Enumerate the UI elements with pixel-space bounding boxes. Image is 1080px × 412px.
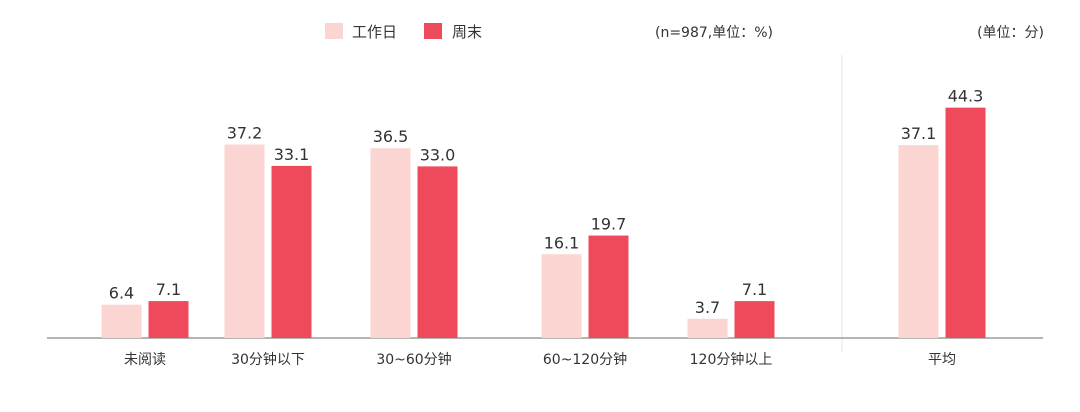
category-label-60~120分钟: 60~120分钟 <box>543 351 627 368</box>
value-label-weekend-120分钟以上: 7.1 <box>742 280 767 299</box>
category-label-30~60分钟: 30~60分钟 <box>376 351 451 368</box>
value-label-weekday-120分钟以上: 3.7 <box>695 298 720 317</box>
bar-weekday-30~60分钟 <box>370 148 411 338</box>
bars-layer <box>101 107 986 338</box>
value-label-weekend-平均: 44.3 <box>948 87 984 106</box>
value-label-weekday-30分钟以下: 37.2 <box>227 124 263 143</box>
legend-weekend-swatch <box>424 23 442 39</box>
bar-weekday-未阅读 <box>101 304 142 338</box>
bar-weekend-60~120分钟 <box>588 235 629 338</box>
value-label-weekend-30~60分钟: 33.0 <box>420 145 456 164</box>
value-label-weekday-60~120分钟: 16.1 <box>544 233 580 252</box>
category-labels-layer: 未阅读 30分钟以下 30~60分钟 60~120分钟 120分钟以上 平均 <box>124 351 956 368</box>
bar-weekend-平均 <box>945 107 986 338</box>
value-label-weekday-未阅读: 6.4 <box>109 284 134 303</box>
bar-weekend-30~60分钟 <box>417 166 458 338</box>
category-label-平均: 平均 <box>928 352 956 368</box>
bar-weekday-平均 <box>898 145 939 338</box>
unit-note-percent: (n=987,单位：%) <box>655 25 773 41</box>
legend-weekday-swatch <box>325 23 343 39</box>
bar-weekday-120分钟以上 <box>687 318 728 338</box>
value-label-weekend-30分钟以下: 33.1 <box>274 145 310 164</box>
bar-weekday-30分钟以下 <box>224 144 265 338</box>
category-label-30分钟以下: 30分钟以下 <box>231 351 305 368</box>
legend-weekday-label: 工作日 <box>352 23 397 41</box>
bar-weekend-30分钟以下 <box>271 165 312 338</box>
bar-weekday-60~120分钟 <box>541 254 582 338</box>
unit-note-minutes: (单位：分) <box>977 25 1044 41</box>
bar-weekend-120分钟以上 <box>734 301 775 338</box>
value-label-weekend-60~120分钟: 19.7 <box>591 215 627 234</box>
category-label-未阅读: 未阅读 <box>124 351 166 368</box>
value-label-weekend-未阅读: 7.1 <box>156 280 181 299</box>
legend: 工作日 周末 <box>325 23 482 41</box>
value-label-weekday-平均: 37.1 <box>901 124 937 143</box>
category-label-120分钟以上: 120分钟以上 <box>690 351 773 368</box>
bar-weekend-未阅读 <box>148 301 189 338</box>
value-labels-layer: 6.4 7.1 37.2 33.1 36.5 33.0 16.1 19.7 3.7 7.1 37.1… <box>109 87 984 317</box>
value-label-weekday-30~60分钟: 36.5 <box>373 127 409 146</box>
legend-weekend-label: 周末 <box>452 23 482 41</box>
